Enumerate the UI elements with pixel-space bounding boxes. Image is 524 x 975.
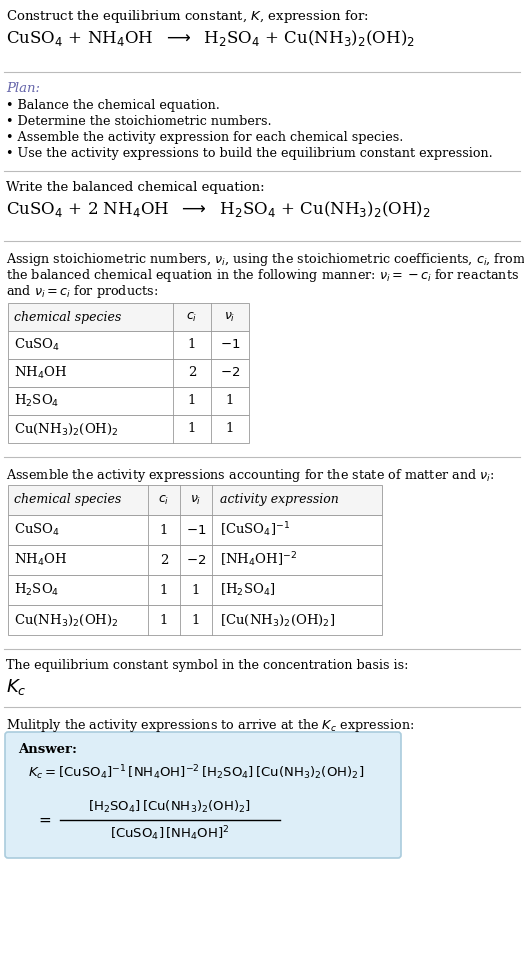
Text: 2: 2 <box>188 367 196 379</box>
Text: CuSO$_4$: CuSO$_4$ <box>14 522 60 538</box>
Text: $[\mathrm{CuSO_4}]\,[\mathrm{NH_4OH}]^2$: $[\mathrm{CuSO_4}]\,[\mathrm{NH_4OH}]^2$ <box>111 825 230 843</box>
Text: $[\mathrm{H_2SO_4}]\,[\mathrm{Cu(NH_3)_2(OH)_2}]$: $[\mathrm{H_2SO_4}]\,[\mathrm{Cu(NH_3)_2… <box>89 799 252 815</box>
Text: $c_i$: $c_i$ <box>158 493 170 507</box>
Text: • Determine the stoichiometric numbers.: • Determine the stoichiometric numbers. <box>6 115 271 128</box>
Text: $K_c = [\mathrm{CuSO_4}]^{-1}\,[\mathrm{NH_4OH}]^{-2}\,[\mathrm{H_2SO_4}]\,[\mat: $K_c = [\mathrm{CuSO_4}]^{-1}\,[\mathrm{… <box>28 763 364 782</box>
Text: Write the balanced chemical equation:: Write the balanced chemical equation: <box>6 181 265 194</box>
Text: the balanced chemical equation in the following manner: $\nu_i = -c_i$ for react: the balanced chemical equation in the fo… <box>6 267 519 284</box>
Bar <box>8 387 249 415</box>
Text: Plan:: Plan: <box>6 82 40 95</box>
Text: • Assemble the activity expression for each chemical species.: • Assemble the activity expression for e… <box>6 131 403 144</box>
Text: $\nu_i$: $\nu_i$ <box>190 493 202 507</box>
Text: NH$_4$OH: NH$_4$OH <box>14 552 67 568</box>
Text: [NH$_4$OH]$^{-2}$: [NH$_4$OH]$^{-2}$ <box>220 551 297 569</box>
Text: 1: 1 <box>226 422 234 436</box>
Text: NH$_4$OH: NH$_4$OH <box>14 365 67 381</box>
Bar <box>8 359 249 387</box>
Text: 1: 1 <box>160 524 168 536</box>
Text: • Use the activity expressions to build the equilibrium constant expression.: • Use the activity expressions to build … <box>6 147 493 160</box>
Text: Cu(NH$_3$)$_2$(OH)$_2$: Cu(NH$_3$)$_2$(OH)$_2$ <box>14 612 119 628</box>
Text: and $\nu_i = c_i$ for products:: and $\nu_i = c_i$ for products: <box>6 283 158 300</box>
Text: Assign stoichiometric numbers, $\nu_i$, using the stoichiometric coefficients, $: Assign stoichiometric numbers, $\nu_i$, … <box>6 251 524 268</box>
Text: [CuSO$_4$]$^{-1}$: [CuSO$_4$]$^{-1}$ <box>220 521 290 539</box>
Bar <box>8 331 249 359</box>
Text: 1: 1 <box>160 583 168 597</box>
Text: $-1$: $-1$ <box>220 338 240 352</box>
Text: Assemble the activity expressions accounting for the state of matter and $\nu_i$: Assemble the activity expressions accoun… <box>6 467 495 484</box>
Bar <box>8 545 382 575</box>
Bar <box>8 515 382 545</box>
Text: CuSO$_4$ + NH$_4$OH  $\longrightarrow$  H$_2$SO$_4$ + Cu(NH$_3$)$_2$(OH)$_2$: CuSO$_4$ + NH$_4$OH $\longrightarrow$ H$… <box>6 28 415 48</box>
Text: $-1$: $-1$ <box>186 524 206 536</box>
Bar <box>8 485 382 515</box>
Text: H$_2$SO$_4$: H$_2$SO$_4$ <box>14 582 59 598</box>
Text: $\nu_i$: $\nu_i$ <box>224 310 236 324</box>
Text: [Cu(NH$_3$)$_2$(OH)$_2$]: [Cu(NH$_3$)$_2$(OH)$_2$] <box>220 612 335 628</box>
Text: 1: 1 <box>188 422 196 436</box>
Text: 1: 1 <box>192 583 200 597</box>
Bar <box>8 415 249 443</box>
Text: 2: 2 <box>160 554 168 566</box>
Text: Mulitply the activity expressions to arrive at the $K_c$ expression:: Mulitply the activity expressions to arr… <box>6 717 414 734</box>
Text: chemical species: chemical species <box>14 493 121 506</box>
FancyBboxPatch shape <box>5 732 401 858</box>
Text: 1: 1 <box>192 613 200 627</box>
Text: Cu(NH$_3$)$_2$(OH)$_2$: Cu(NH$_3$)$_2$(OH)$_2$ <box>14 421 119 437</box>
Bar <box>8 605 382 635</box>
Text: 1: 1 <box>188 395 196 408</box>
Text: $=$: $=$ <box>36 813 52 827</box>
Text: [H$_2$SO$_4$]: [H$_2$SO$_4$] <box>220 582 276 598</box>
Text: $K_c$: $K_c$ <box>6 677 27 697</box>
Text: 1: 1 <box>188 338 196 352</box>
Bar <box>8 303 249 331</box>
Bar <box>8 575 382 605</box>
Text: Answer:: Answer: <box>18 743 77 756</box>
Text: • Balance the chemical equation.: • Balance the chemical equation. <box>6 99 220 112</box>
Text: CuSO$_4$ + 2 NH$_4$OH  $\longrightarrow$  H$_2$SO$_4$ + Cu(NH$_3$)$_2$(OH)$_2$: CuSO$_4$ + 2 NH$_4$OH $\longrightarrow$ … <box>6 199 431 219</box>
Text: Construct the equilibrium constant, $K$, expression for:: Construct the equilibrium constant, $K$,… <box>6 8 369 25</box>
Text: chemical species: chemical species <box>14 310 121 324</box>
Text: $-2$: $-2$ <box>186 554 206 566</box>
Text: 1: 1 <box>226 395 234 408</box>
Text: $c_i$: $c_i$ <box>187 310 198 324</box>
Text: 1: 1 <box>160 613 168 627</box>
Text: CuSO$_4$: CuSO$_4$ <box>14 337 60 353</box>
Text: $-2$: $-2$ <box>220 367 240 379</box>
Text: activity expression: activity expression <box>220 493 339 506</box>
Text: H$_2$SO$_4$: H$_2$SO$_4$ <box>14 393 59 410</box>
Text: The equilibrium constant symbol in the concentration basis is:: The equilibrium constant symbol in the c… <box>6 659 409 672</box>
